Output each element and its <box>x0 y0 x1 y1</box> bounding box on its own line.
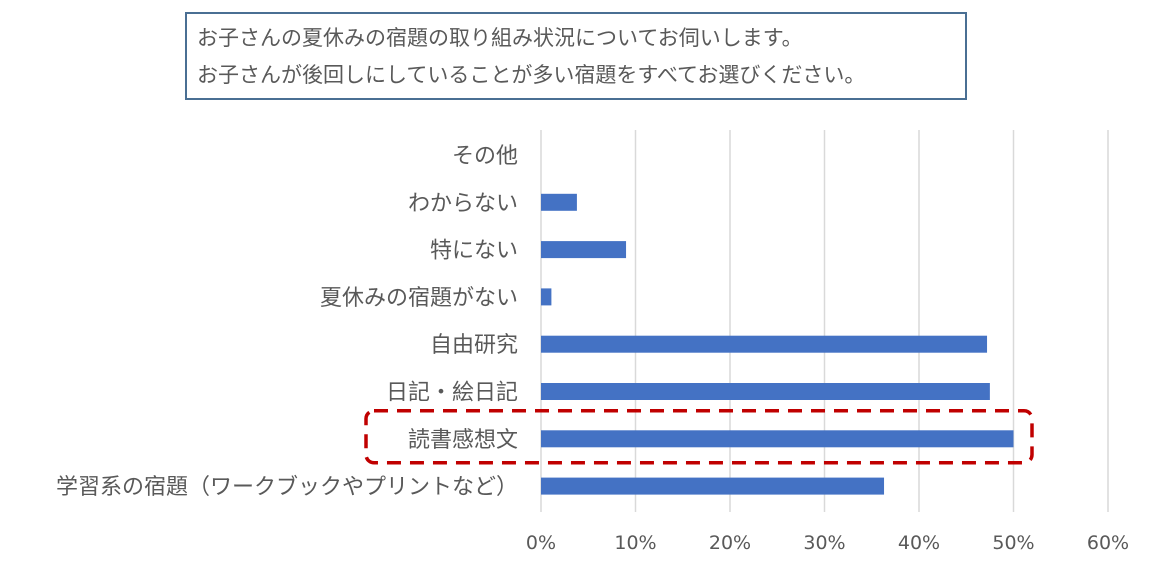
highlight-dashed-box <box>364 409 1034 465</box>
x-tick-label: 30% <box>803 532 845 554</box>
category-label: その他 <box>452 144 518 169</box>
x-tick-label: 40% <box>898 532 940 554</box>
question-box: お子さんの夏休みの宿題の取り組み状況についてお伺いします。 お子さんが後回しにし… <box>185 12 967 100</box>
category-label: 学習系の宿題（ワークブックやプリントなど） <box>56 475 518 500</box>
question-line-1: お子さんの夏休みの宿題の取り組み状況についてお伺いします。 <box>197 26 803 50</box>
category-label: 夏休みの宿題がない <box>320 286 518 311</box>
x-tick-label: 60% <box>1087 532 1129 554</box>
bar <box>541 430 1014 448</box>
category-label: わからない <box>408 191 518 216</box>
x-tick-label: 20% <box>709 532 751 554</box>
x-tick-label: 10% <box>614 532 656 554</box>
x-tick-label: 50% <box>992 532 1034 554</box>
bar <box>541 241 627 259</box>
bar <box>541 193 577 211</box>
bar <box>541 383 990 400</box>
bar <box>541 477 885 495</box>
category-label: 特にない <box>430 239 518 264</box>
x-tick-label: 0% <box>526 532 556 554</box>
category-label: 自由研究 <box>430 333 518 358</box>
question-line-2: お子さんが後回しにしていることが多い宿題をすべてお選びください。 <box>197 63 866 87</box>
bar <box>541 335 988 353</box>
category-label: 読書感想文 <box>408 428 518 453</box>
category-label: 日記・絵日記 <box>386 381 518 406</box>
bar <box>541 288 552 306</box>
